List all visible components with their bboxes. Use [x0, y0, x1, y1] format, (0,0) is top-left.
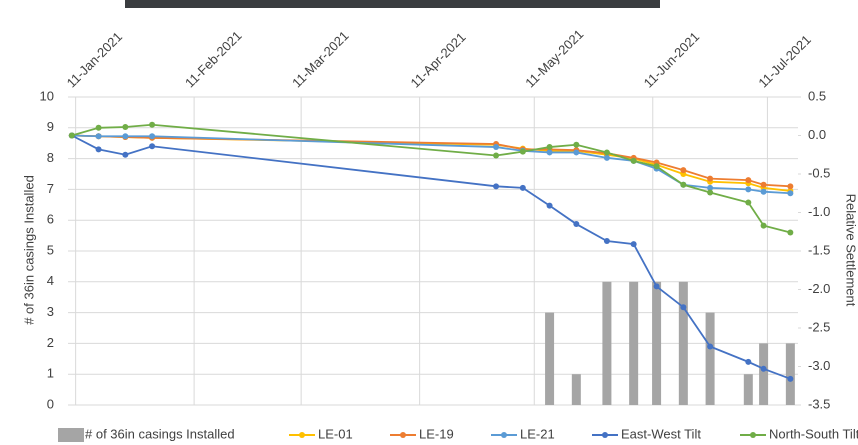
legend-label: East-West Tilt: [621, 426, 701, 441]
marker: [573, 221, 579, 227]
y-tick-label: 7: [47, 181, 54, 196]
y2-tick-label: -3.0: [808, 358, 830, 373]
legend-label: LE-21: [520, 426, 555, 441]
marker: [631, 241, 637, 247]
marker: [604, 149, 610, 155]
y2-tick-label: -0.5: [808, 165, 830, 180]
bar: [759, 343, 768, 405]
marker: [631, 158, 637, 164]
marker: [654, 163, 660, 169]
marker: [547, 149, 553, 155]
marker: [149, 143, 155, 149]
x-tick-label: 11-Apr-2021: [408, 30, 469, 91]
legend-swatch: [501, 432, 507, 438]
bar: [679, 282, 688, 405]
marker: [707, 176, 713, 182]
x-tick-label: 11-Mar-2021: [289, 28, 352, 91]
bar: [572, 374, 581, 405]
y-tick-label: 8: [47, 150, 54, 165]
marker: [761, 366, 767, 372]
marker: [520, 185, 526, 191]
y2-tick-label: 0.5: [808, 88, 826, 103]
marker: [654, 283, 660, 289]
legend-swatch: [299, 432, 305, 438]
bar: [602, 282, 611, 405]
legend-swatch: [400, 432, 406, 438]
y-tick-label: 1: [47, 366, 54, 381]
marker: [573, 149, 579, 155]
legend-label: LE-01: [318, 426, 353, 441]
marker: [680, 167, 686, 173]
marker: [745, 186, 751, 192]
marker: [680, 182, 686, 188]
marker: [122, 133, 128, 139]
marker: [69, 133, 75, 139]
y-tick-label: 5: [47, 242, 54, 257]
y2-tick-label: -2.5: [808, 319, 830, 334]
marker: [761, 189, 767, 195]
marker: [761, 223, 767, 229]
marker: [787, 190, 793, 196]
bar: [706, 313, 715, 405]
y-tick-label: 9: [47, 119, 54, 134]
marker: [745, 177, 751, 183]
marker: [149, 133, 155, 139]
y-tick-label: 10: [40, 88, 54, 103]
marker: [707, 189, 713, 195]
marker: [604, 155, 610, 161]
bar: [786, 343, 795, 405]
marker: [96, 125, 102, 131]
marker: [122, 152, 128, 158]
marker: [787, 183, 793, 189]
marker: [122, 124, 128, 130]
y2-tick-label: -3.5: [808, 396, 830, 411]
y-axis-title: # of 36in casings Installed: [21, 175, 36, 325]
legend-swatch: [602, 432, 608, 438]
marker: [493, 183, 499, 189]
x-tick-label: 11-Feb-2021: [182, 28, 245, 91]
y-tick-label: 4: [47, 273, 54, 288]
bar: [629, 282, 638, 405]
x-tick-label: 11-Jun-2021: [641, 29, 703, 91]
legend-label: LE-19: [419, 426, 454, 441]
y2-axis-title: Relative Settlement: [844, 194, 858, 307]
photo-strip: [125, 0, 660, 8]
chart: # of 36in casings Installed Relative Set…: [0, 0, 858, 445]
y-tick-label: 6: [47, 212, 54, 227]
y2-tick-label: -1.0: [808, 204, 830, 219]
marker: [761, 182, 767, 188]
y-tick-label: 0: [47, 396, 54, 411]
legend-swatch: [750, 432, 756, 438]
marker: [745, 359, 751, 365]
marker: [96, 133, 102, 139]
marker: [604, 238, 610, 244]
marker: [787, 376, 793, 382]
y-tick-label: 2: [47, 335, 54, 350]
legend-label: North-South Tilt: [769, 426, 858, 441]
x-tick-label: 11-May-2021: [522, 26, 586, 90]
marker: [787, 230, 793, 236]
bar: [652, 282, 661, 405]
marker: [547, 203, 553, 209]
marker: [96, 146, 102, 152]
legend-label: # of 36in casings Installed: [85, 426, 235, 441]
marker: [707, 343, 713, 349]
y2-tick-label: -2.0: [808, 281, 830, 296]
y2-tick-label: -1.5: [808, 242, 830, 257]
marker: [493, 144, 499, 150]
marker: [547, 144, 553, 150]
x-tick-label: 11-Jan-2021: [64, 29, 126, 91]
y-tick-label: 3: [47, 304, 54, 319]
marker: [493, 153, 499, 159]
y2-tick-label: 0.0: [808, 127, 826, 142]
marker: [520, 149, 526, 155]
bar: [744, 374, 753, 405]
marker: [745, 199, 751, 205]
marker: [573, 142, 579, 148]
marker: [680, 304, 686, 310]
x-tick-label: 11-Jul-2021: [755, 32, 813, 90]
bar: [545, 313, 554, 405]
marker: [149, 122, 155, 128]
legend-swatch: [58, 428, 84, 442]
